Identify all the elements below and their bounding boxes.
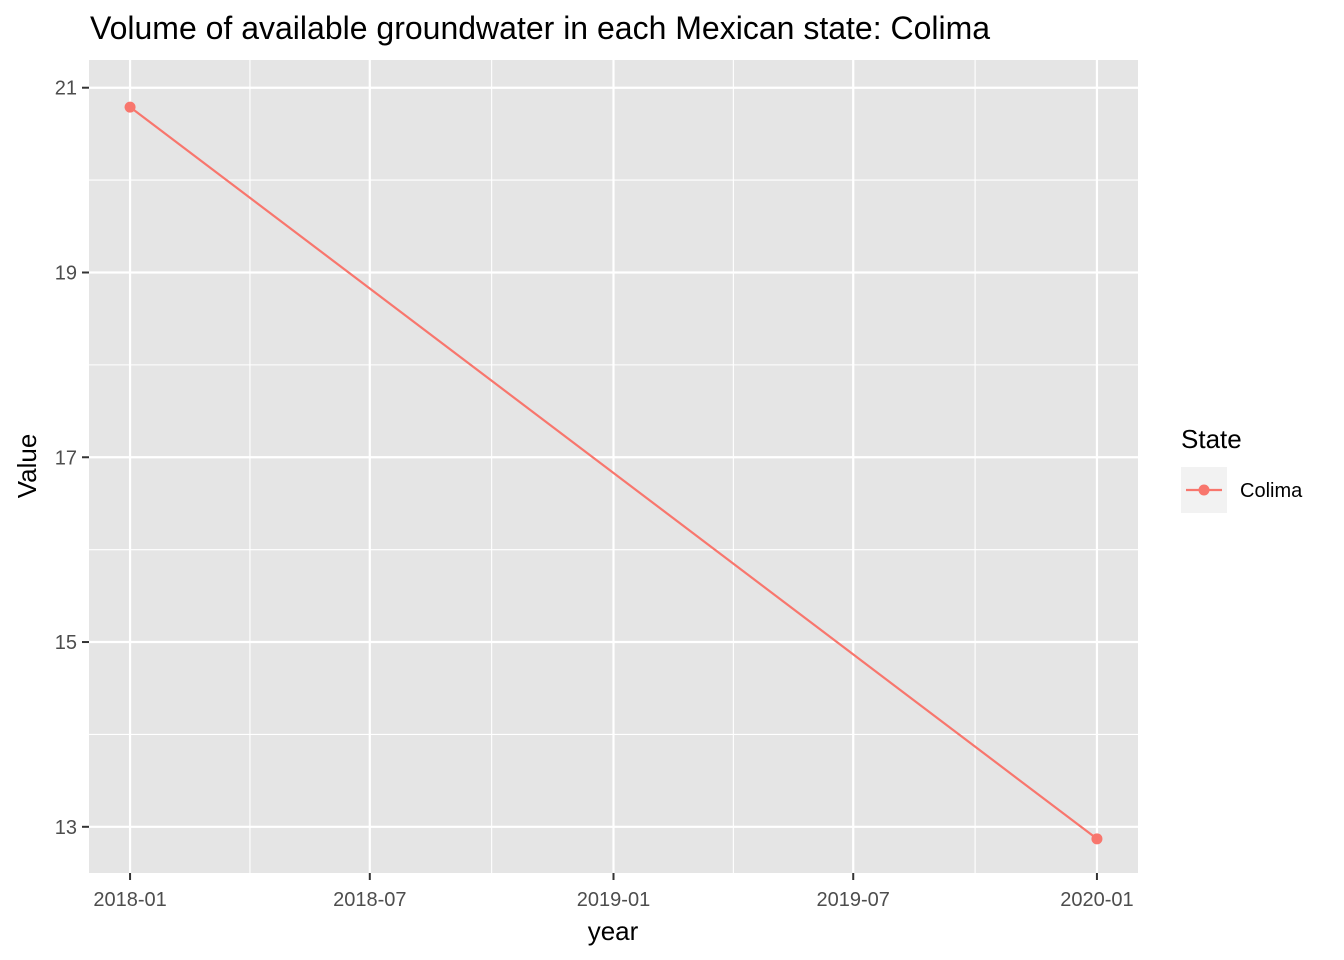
y-tick-label: 13 [55, 817, 77, 839]
legend-key-point [1198, 484, 1210, 496]
x-tick-label: 2020-01 [1060, 889, 1133, 911]
y-axis: 13 15 17 19 21 [55, 78, 89, 839]
series-line [129, 106, 1098, 840]
y-axis-title: Value [12, 434, 42, 499]
data-point [1091, 833, 1103, 845]
x-axis-title: year [588, 916, 639, 946]
legend: State Colima [1181, 424, 1303, 513]
y-tick-label: 17 [55, 447, 77, 469]
series-layer [124, 101, 1103, 845]
legend-items: Colima [1181, 467, 1303, 513]
y-tick-label: 19 [55, 262, 77, 284]
x-tick-label: 2019-07 [817, 889, 890, 911]
data-point [124, 101, 136, 113]
x-axis: 2018-01 2018-07 2019-01 2019-07 2020-01 [93, 873, 1134, 911]
legend-label: Colima [1240, 480, 1303, 502]
x-tick-label: 2018-07 [333, 889, 406, 911]
x-tick-label: 2019-01 [577, 889, 650, 911]
chart-title: Volume of available groundwater in each … [90, 10, 990, 46]
x-tick-label: 2018-01 [93, 889, 166, 911]
legend-title: State [1181, 424, 1242, 454]
y-tick-label: 21 [55, 78, 77, 100]
major-gridlines [89, 60, 1138, 873]
y-tick-label: 15 [55, 632, 77, 654]
